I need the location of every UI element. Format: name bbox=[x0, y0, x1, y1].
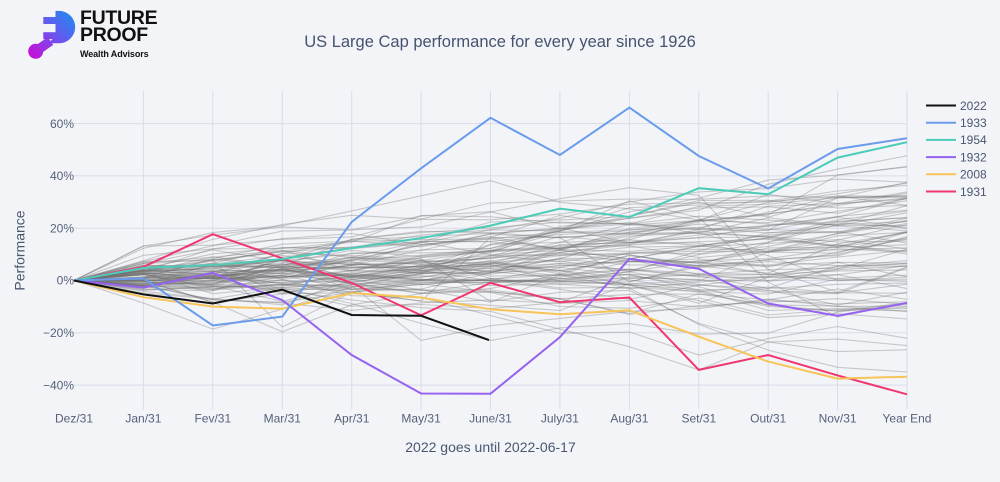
svg-text:US Large Cap performance for e: US Large Cap performance for every year … bbox=[304, 33, 696, 51]
svg-text:Set/31: Set/31 bbox=[681, 412, 716, 426]
svg-text:May/31: May/31 bbox=[401, 412, 441, 426]
svg-text:Dez/31: Dez/31 bbox=[55, 412, 93, 426]
svg-text:Year End: Year End bbox=[883, 412, 932, 426]
svg-text:July/31: July/31 bbox=[541, 412, 579, 426]
svg-text:1932: 1932 bbox=[960, 150, 987, 164]
svg-text:Nov/31: Nov/31 bbox=[819, 412, 857, 426]
svg-text:2008: 2008 bbox=[960, 168, 987, 182]
svg-text:Performance: Performance bbox=[12, 210, 28, 290]
svg-text:June/31: June/31 bbox=[469, 412, 512, 426]
svg-text:1931: 1931 bbox=[960, 185, 987, 199]
svg-text:Mar/31: Mar/31 bbox=[264, 412, 302, 426]
svg-text:Jan/31: Jan/31 bbox=[125, 412, 161, 426]
svg-text:40%: 40% bbox=[50, 169, 74, 183]
svg-text:−40%: −40% bbox=[43, 378, 74, 392]
svg-text:2022 goes until 2022-06-17: 2022 goes until 2022-06-17 bbox=[405, 439, 576, 455]
svg-text:−20%: −20% bbox=[43, 326, 74, 340]
svg-text:2022: 2022 bbox=[960, 99, 987, 113]
svg-text:Aug/31: Aug/31 bbox=[610, 412, 648, 426]
svg-text:20%: 20% bbox=[50, 221, 74, 235]
svg-text:Out/31: Out/31 bbox=[750, 412, 786, 426]
svg-text:1954: 1954 bbox=[960, 133, 987, 147]
svg-text:Fev/31: Fev/31 bbox=[194, 412, 231, 426]
svg-text:1933: 1933 bbox=[960, 116, 987, 130]
svg-text:Apr/31: Apr/31 bbox=[334, 412, 370, 426]
svg-text:0%: 0% bbox=[57, 274, 75, 288]
svg-text:60%: 60% bbox=[50, 117, 74, 131]
